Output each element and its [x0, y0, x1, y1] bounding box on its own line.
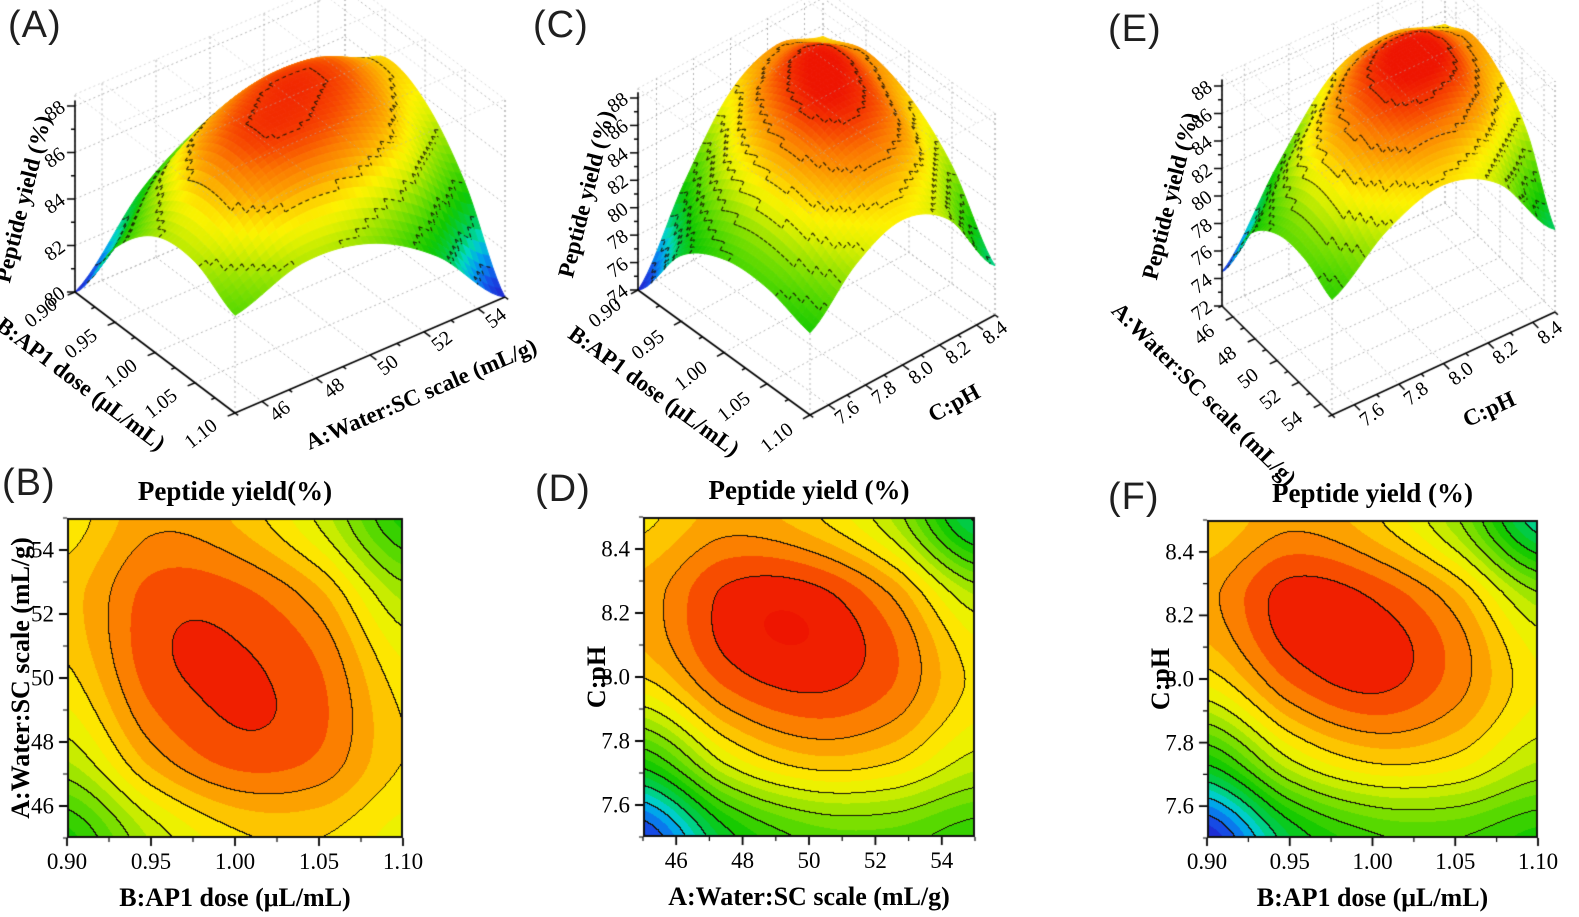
surface-plot-A-canvas [0, 0, 520, 450]
panel-letter-D: (D) [535, 468, 591, 510]
contour-plot-F-canvas [1050, 450, 1579, 917]
panel-E-surface3d: (E) 46 48 50 52 54 7.6 7.8 8.0 8.2 8.4 72 74 76 78 80 8… [1050, 0, 1579, 491]
panel-B-contour: (B) Peptide yield(%) 0.90 0.95 1.00 1.05 1.10… [0, 450, 520, 917]
panel-letter-C: (C) [533, 4, 589, 46]
contour-plot-B-canvas [0, 450, 520, 917]
panel-C-surface3d: (C) 0.90 0.95 1.00 1.05 1.10 7.6 7.8 8.0 8.2 8.4 7… [520, 0, 1050, 461]
panel-D-contour: (D) Peptide yield (%) 46 48 50 52 54 7.6 7.8 8.0… [520, 450, 1050, 917]
surface-plot-E-canvas [1050, 0, 1579, 450]
panel-F-contour: (F) Peptide yield (%) 0.90 0.95 1.00 1.05 1.1… [1050, 450, 1579, 917]
surface-plot-C-canvas [520, 0, 1050, 450]
panel-letter-E: (E) [1108, 8, 1162, 50]
contour-plot-D-canvas [520, 450, 1050, 917]
panel-letter-F: (F) [1108, 476, 1160, 518]
panel-letter-B: (B) [2, 462, 56, 504]
panel-letter-A: (A) [8, 4, 62, 46]
panel-A-surface3d: (A) 0.90 0.95 1.00 1.05 1.10 46 48 50 52 54 80 82 84… [0, 0, 540, 456]
